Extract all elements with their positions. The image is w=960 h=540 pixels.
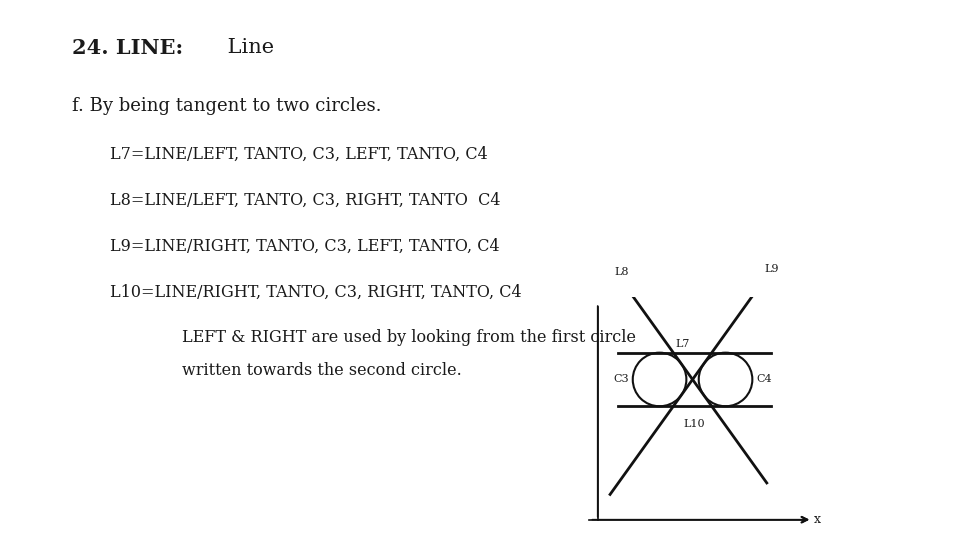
Text: L8=LINE/LEFT, TANTO, C3, RIGHT, TANTO  C4: L8=LINE/LEFT, TANTO, C3, RIGHT, TANTO C4	[110, 192, 501, 208]
Text: L8: L8	[614, 267, 629, 276]
Text: L7: L7	[675, 339, 689, 348]
Text: L10: L10	[684, 418, 706, 429]
Text: L7=LINE/LEFT, TANTO, C3, LEFT, TANTO, C4: L7=LINE/LEFT, TANTO, C3, LEFT, TANTO, C4	[110, 146, 488, 163]
Text: written towards the second circle.: written towards the second circle.	[182, 362, 462, 379]
Text: LEFT & RIGHT are used by looking from the first circle: LEFT & RIGHT are used by looking from th…	[182, 329, 636, 346]
Text: C4: C4	[756, 374, 772, 384]
Text: x: x	[814, 513, 821, 526]
Text: 24. LINE:: 24. LINE:	[72, 38, 183, 58]
Text: L9=LINE/RIGHT, TANTO, C3, LEFT, TANTO, C4: L9=LINE/RIGHT, TANTO, C3, LEFT, TANTO, C…	[110, 238, 500, 254]
Text: L10=LINE/RIGHT, TANTO, C3, RIGHT, TANTO, C4: L10=LINE/RIGHT, TANTO, C3, RIGHT, TANTO,…	[110, 284, 522, 300]
Text: f. By being tangent to two circles.: f. By being tangent to two circles.	[72, 97, 381, 115]
Text: C3: C3	[613, 374, 629, 384]
Text: L9: L9	[765, 264, 780, 274]
Text: Line: Line	[221, 38, 274, 57]
